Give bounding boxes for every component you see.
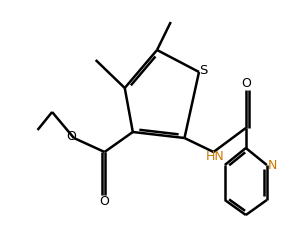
Text: O: O: [241, 77, 251, 90]
Text: N: N: [267, 159, 277, 172]
Text: S: S: [199, 64, 208, 77]
Text: O: O: [100, 195, 110, 208]
Text: O: O: [66, 130, 76, 143]
Text: HN: HN: [205, 150, 224, 163]
